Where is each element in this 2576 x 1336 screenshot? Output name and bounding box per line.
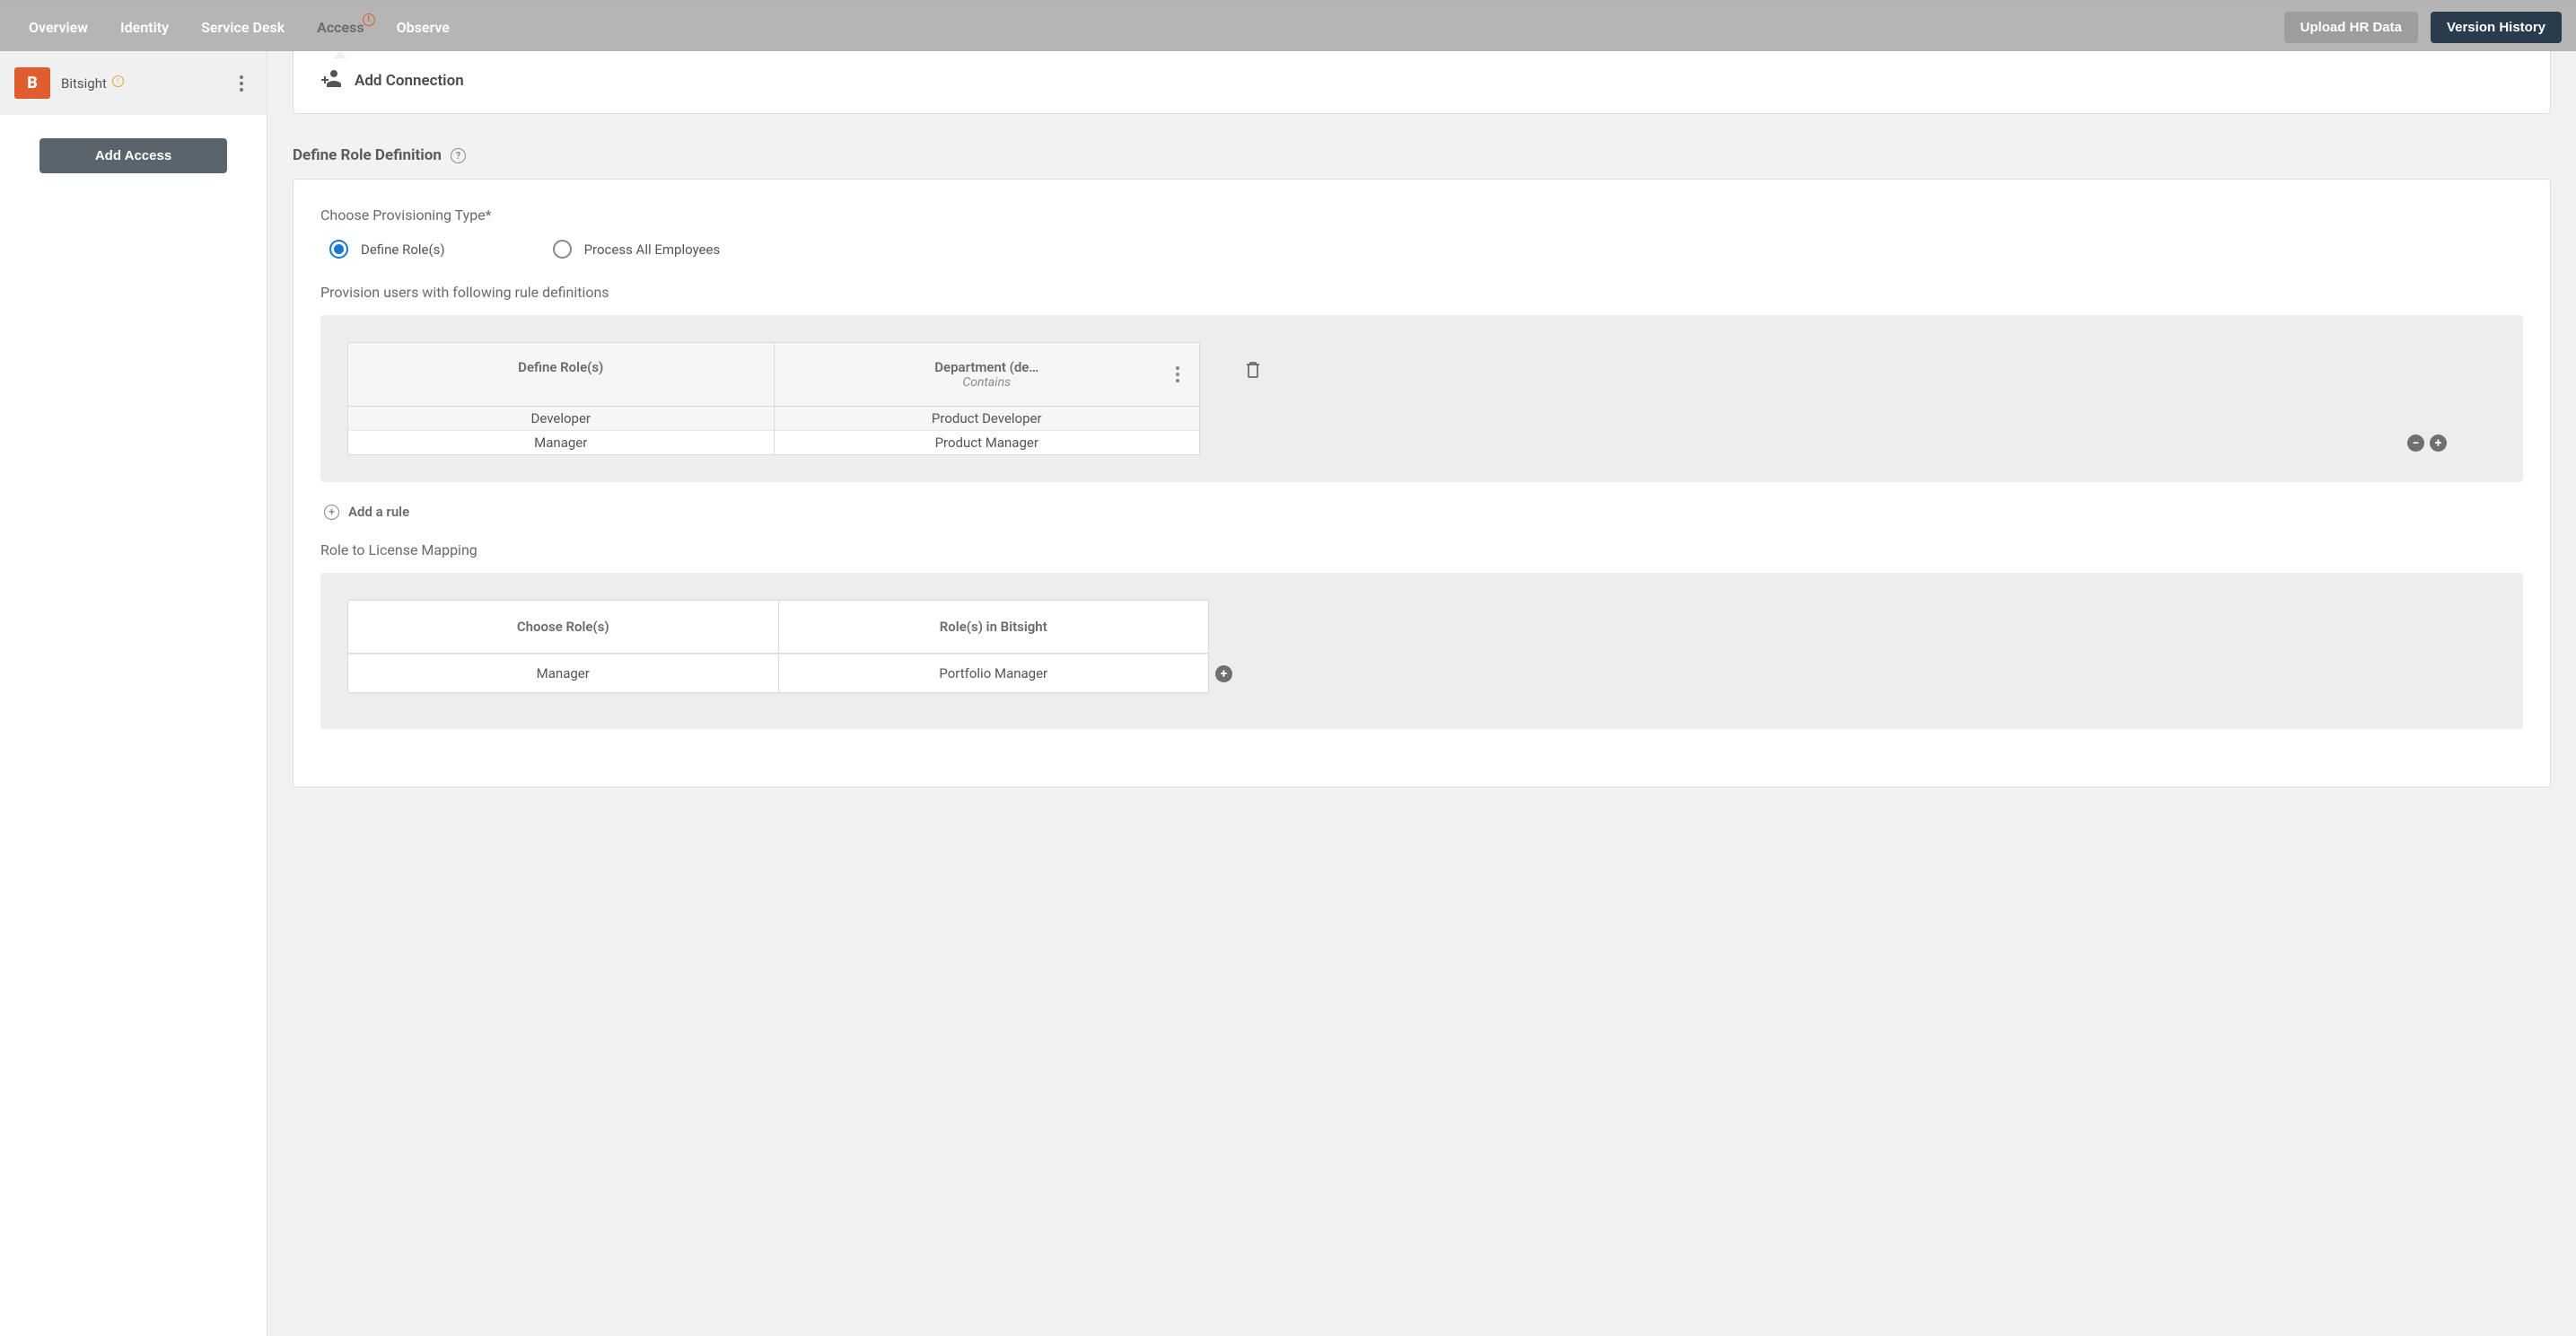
rule-cell-role: Manager xyxy=(348,430,774,454)
radio-define-roles[interactable]: Define Role(s) xyxy=(329,240,445,259)
rule-table: Define Role(s) Department (de… Contains … xyxy=(347,342,1200,455)
nav-access-label: Access xyxy=(317,19,364,36)
app-name: Bitsight xyxy=(61,75,107,92)
plus-circle-icon: + xyxy=(324,505,339,520)
delete-rule-icon[interactable] xyxy=(1245,360,1261,382)
table-row: Manager Portfolio Manager xyxy=(348,654,1208,692)
person-add-icon xyxy=(320,69,342,92)
sidebar-body: Add Access xyxy=(0,115,267,197)
map-table-head: Choose Role(s) Role(s) in Bitsight xyxy=(348,601,1208,654)
rule-col1-label: Define Role(s) xyxy=(518,359,603,375)
role-license-heading: Role to License Mapping xyxy=(320,541,2523,558)
help-icon[interactable]: ? xyxy=(451,148,466,163)
sidebar: B Bitsight ! Add Access xyxy=(0,51,267,1336)
radio-process-all[interactable]: Process All Employees xyxy=(553,240,721,259)
add-mapping-row-icon[interactable]: + xyxy=(1215,665,1232,682)
column-kebab-icon[interactable] xyxy=(1176,366,1179,382)
remove-row-icon[interactable]: − xyxy=(2407,435,2424,452)
add-connection-row[interactable]: Add Connection xyxy=(320,69,2523,92)
version-history-button[interactable]: Version History xyxy=(2431,12,2562,43)
rule-col-define-roles: Define Role(s) xyxy=(348,343,774,406)
nav-left: Overview Identity Service Desk Access ! … xyxy=(14,10,464,45)
nav-overview[interactable]: Overview xyxy=(14,10,102,45)
map-cell-target: Portfolio Manager xyxy=(778,655,1209,692)
rule-col-department: Department (de… Contains xyxy=(774,343,1200,406)
license-panel: Choose Role(s) Role(s) in Bitsight Manag… xyxy=(320,573,2523,729)
radio-row: Define Role(s) Process All Employees xyxy=(329,240,2523,259)
map-table: Choose Role(s) Role(s) in Bitsight Manag… xyxy=(347,600,1209,693)
nav-observe[interactable]: Observe xyxy=(382,10,464,45)
rule-panel: Define Role(s) Department (de… Contains … xyxy=(320,315,2523,482)
app-name-wrap: Bitsight ! xyxy=(61,75,124,92)
table-row: Developer Product Developer xyxy=(348,407,1199,430)
nav-right: Upload HR Data Version History xyxy=(2284,12,2562,43)
layout: B Bitsight ! Add Access Add Connection xyxy=(0,51,2576,1336)
radio-define-roles-label: Define Role(s) xyxy=(361,242,445,258)
rule-col2-title: Department (de… xyxy=(934,359,1038,375)
row-ops: − + xyxy=(2407,435,2447,452)
map-col-roles-in-bitsight: Role(s) in Bitsight xyxy=(778,601,1209,653)
app-kebab-icon[interactable] xyxy=(231,73,252,94)
app-logo-icon: B xyxy=(14,67,50,99)
nav-service-desk[interactable]: Service Desk xyxy=(187,10,299,45)
define-role-header-text: Define Role Definition xyxy=(293,146,442,164)
map-table-wrap: Choose Role(s) Role(s) in Bitsight Manag… xyxy=(347,600,1209,693)
rule-cell-role: Developer xyxy=(348,407,774,430)
sidebar-app-row: B Bitsight ! xyxy=(0,51,267,115)
table-row: Manager Product Manager xyxy=(348,430,1199,454)
provision-subheading: Provision users with following rule defi… xyxy=(320,284,2523,301)
add-a-rule-label: Add a rule xyxy=(348,504,409,520)
rule-cell-dept: Product Developer xyxy=(774,407,1200,430)
nav-identity[interactable]: Identity xyxy=(106,10,183,45)
rule-table-head: Define Role(s) Department (de… Contains xyxy=(348,343,1199,407)
add-connection-label: Add Connection xyxy=(355,72,464,90)
radio-unchecked-icon xyxy=(553,240,572,259)
add-access-button[interactable]: Add Access xyxy=(39,138,227,173)
map-col-choose-roles: Choose Role(s) xyxy=(348,601,778,653)
map-cell-role: Manager xyxy=(348,655,778,692)
choose-provisioning-label: Choose Provisioning Type* xyxy=(320,207,2523,224)
radio-checked-icon xyxy=(329,240,348,259)
add-connection-section: Add Connection xyxy=(267,51,2576,114)
rule-cell-dept: Product Manager xyxy=(774,430,1200,454)
add-a-rule-button[interactable]: + Add a rule xyxy=(324,504,2523,520)
alert-badge-icon: ! xyxy=(363,13,375,26)
role-definition-card: Choose Provisioning Type* Define Role(s)… xyxy=(293,179,2551,787)
add-connection-card: Add Connection xyxy=(293,51,2551,114)
nav-access[interactable]: Access ! xyxy=(302,10,378,45)
rule-table-wrap: Define Role(s) Department (de… Contains … xyxy=(347,342,2496,455)
define-role-header: Define Role Definition ? xyxy=(293,146,2551,164)
radio-process-all-label: Process All Employees xyxy=(584,242,721,258)
add-row-icon[interactable]: + xyxy=(2430,435,2447,452)
upload-hr-data-button[interactable]: Upload HR Data xyxy=(2284,12,2418,43)
info-badge-icon: ! xyxy=(112,75,124,87)
rule-col2-sub: Contains xyxy=(782,375,1193,390)
navbar: Overview Identity Service Desk Access ! … xyxy=(0,4,2576,51)
main-content: Add Connection Define Role Definition ? … xyxy=(267,51,2576,1336)
